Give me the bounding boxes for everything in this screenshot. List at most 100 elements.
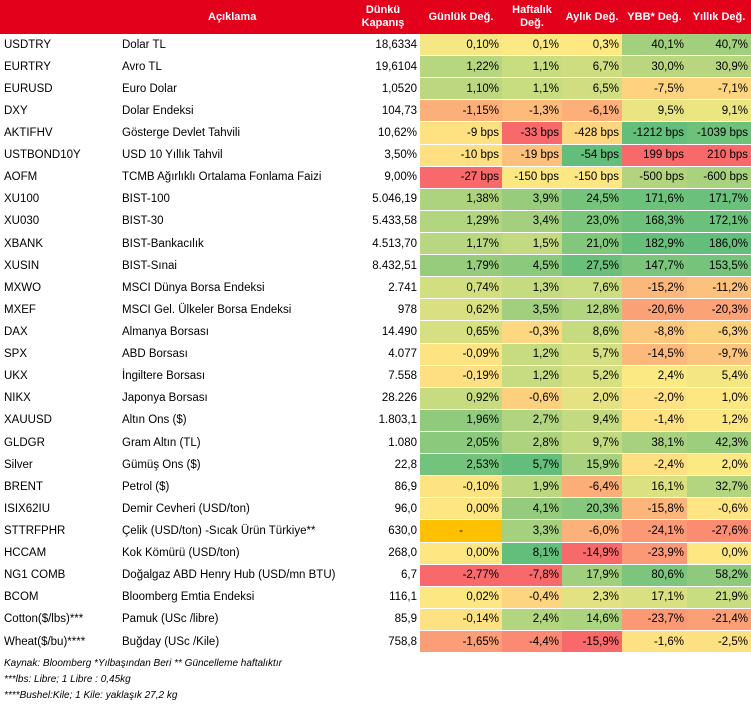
cell-description: Gümüş Ons ($): [118, 453, 346, 477]
table-row: ISIX62IU Demir Cevheri (USD/ton) 96,0 0,00%…: [0, 497, 751, 521]
cell-daily-change: 0,65%: [420, 320, 502, 344]
cell-code: STTRFPHR: [0, 519, 118, 543]
table-row: UKX İngiltere Borsası 7.558 -0,19% 1,2% 5,2% 2…: [0, 365, 751, 388]
cell-daily-change: 1,10%: [420, 77, 502, 101]
cell-yearly-change: 32,7%: [687, 475, 751, 499]
cell-code: USDTRY: [0, 34, 118, 57]
cell-monthly-change: 2,3%: [562, 586, 622, 609]
table-row: AOFM TCMB Ağırlıklı Ortalama Fonlama Faiz…: [0, 166, 751, 189]
cell-weekly-change: 1,2%: [502, 343, 562, 366]
table-row: STTRFPHR Çelik (USD/ton) -Sıcak Ürün Türk…: [0, 519, 751, 543]
cell-code: Silver: [0, 453, 118, 477]
cell-close: 22,8: [346, 453, 420, 477]
footnote-libre: ***lbs: Libre; 1 Libre : 0,45kg: [4, 674, 131, 686]
cell-description: Gram Altın (TL): [118, 431, 346, 455]
cell-code: NG1 COMB: [0, 564, 118, 587]
table-row: USDTRY Dolar TL 18,6334 0,10% 0,1% 0,3% 40,1% 4…: [0, 34, 751, 57]
cell-close: 758,8: [346, 630, 420, 654]
cell-weekly-change: 1,9%: [502, 475, 562, 499]
cell-ytd-change: -15,8%: [622, 497, 687, 521]
cell-ytd-change: -1,6%: [622, 630, 687, 654]
cell-weekly-change: -0,3%: [502, 320, 562, 344]
table-row: XU100 BIST-100 5.046,19 1,38% 3,9% 24,5% 171,6…: [0, 188, 751, 211]
cell-yearly-change: -27,6%: [687, 519, 751, 543]
cell-weekly-change: 2,8%: [502, 431, 562, 455]
cell-daily-change: 1,79%: [420, 254, 502, 278]
cell-yearly-change: 1,2%: [687, 409, 751, 432]
header-ytd: YBB* Değ.: [622, 0, 687, 34]
cell-monthly-change: -150 bps: [562, 166, 622, 189]
cell-close: 14.490: [346, 320, 420, 344]
cell-yearly-change: -9,7%: [687, 343, 751, 366]
table-row: GLDGR Gram Altın (TL) 1.080 2,05% 2,8% 9,7% 38…: [0, 431, 751, 455]
cell-code: AOFM: [0, 166, 118, 189]
cell-ytd-change: -23,9%: [622, 542, 687, 565]
cell-daily-change: -: [420, 519, 502, 543]
cell-daily-change: 1,29%: [420, 210, 502, 233]
cell-monthly-change: 17,9%: [562, 564, 622, 587]
cell-monthly-change: 14,6%: [562, 608, 622, 631]
table-row: EURTRY Avro TL 19,6104 1,22% 1,1% 6,7% 30,0% 30…: [0, 55, 751, 79]
cell-description: Japonya Borsası: [118, 387, 346, 410]
cell-monthly-change: 7,6%: [562, 276, 622, 300]
cell-ytd-change: 80,6%: [622, 564, 687, 587]
cell-monthly-change: 15,9%: [562, 453, 622, 477]
cell-close: 268,0: [346, 542, 420, 565]
cell-yearly-change: 42,3%: [687, 431, 751, 455]
cell-ytd-change: 2,4%: [622, 365, 687, 388]
cell-weekly-change: 4,1%: [502, 497, 562, 521]
header-yearly: Yıllık Değ.: [687, 0, 751, 34]
cell-monthly-change: -428 bps: [562, 121, 622, 145]
cell-description: USD 10 Yıllık Tahvil: [118, 144, 346, 167]
cell-close: 8.432,51: [346, 254, 420, 278]
cell-close: 1.080: [346, 431, 420, 455]
footnote-source: Kaynak: Bloomberg *Yılbaşından Beri ** G…: [4, 658, 282, 670]
cell-ytd-change: 171,6%: [622, 188, 687, 211]
cell-yearly-change: -600 bps: [687, 166, 751, 189]
cell-code: SPX: [0, 343, 118, 366]
header-weekly: Haftalık Değ.: [502, 0, 562, 34]
cell-ytd-change: 38,1%: [622, 431, 687, 455]
cell-description: Doğalgaz ABD Henry Hub (USD/mn BTU): [118, 564, 346, 587]
cell-monthly-change: 9,4%: [562, 409, 622, 432]
cell-weekly-change: -0,6%: [502, 387, 562, 410]
cell-code: UKX: [0, 365, 118, 388]
cell-weekly-change: 2,4%: [502, 608, 562, 631]
cell-yearly-change: -11,2%: [687, 276, 751, 300]
cell-ytd-change: -8,8%: [622, 320, 687, 344]
cell-close: 5.433,58: [346, 210, 420, 233]
cell-daily-change: -0,09%: [420, 343, 502, 366]
cell-ytd-change: -20,6%: [622, 298, 687, 322]
cell-monthly-change: 5,2%: [562, 365, 622, 388]
cell-weekly-change: -0,4%: [502, 586, 562, 609]
cell-ytd-change: 168,3%: [622, 210, 687, 233]
cell-close: 4.077: [346, 343, 420, 366]
cell-description: ABD Borsası: [118, 343, 346, 366]
cell-close: 5.046,19: [346, 188, 420, 211]
header-code: [0, 0, 118, 34]
cell-monthly-change: 9,7%: [562, 431, 622, 455]
cell-description: MSCI Dünya Borsa Endeksi: [118, 276, 346, 300]
cell-monthly-change: -14,9%: [562, 542, 622, 565]
cell-ytd-change: 182,9%: [622, 232, 687, 256]
cell-code: XUSIN: [0, 254, 118, 278]
cell-weekly-change: 1,5%: [502, 232, 562, 256]
cell-close: 2.741: [346, 276, 420, 300]
cell-weekly-change: 3,3%: [502, 519, 562, 543]
table-row: XBANK BIST-Bankacılık 4.513,70 1,17% 1,5% 21,…: [0, 232, 751, 256]
cell-daily-change: -1,15%: [420, 99, 502, 123]
cell-ytd-change: -14,5%: [622, 343, 687, 366]
cell-monthly-change: 27,5%: [562, 254, 622, 278]
cell-close: 86,9: [346, 475, 420, 499]
table-row: NG1 COMB Doğalgaz ABD Henry Hub (USD/mn B…: [0, 564, 751, 587]
cell-ytd-change: -500 bps: [622, 166, 687, 189]
cell-ytd-change: -23,7%: [622, 608, 687, 631]
cell-daily-change: 0,62%: [420, 298, 502, 322]
cell-weekly-change: 3,4%: [502, 210, 562, 233]
table-row: Cotton($/lbs)*** Pamuk (USc /libre) 85,9 -0…: [0, 608, 751, 631]
cell-code: BRENT: [0, 475, 118, 499]
cell-yearly-change: 172,1%: [687, 210, 751, 233]
cell-ytd-change: 40,1%: [622, 34, 687, 57]
cell-weekly-change: 8,1%: [502, 542, 562, 565]
cell-description: Euro Dolar: [118, 77, 346, 101]
